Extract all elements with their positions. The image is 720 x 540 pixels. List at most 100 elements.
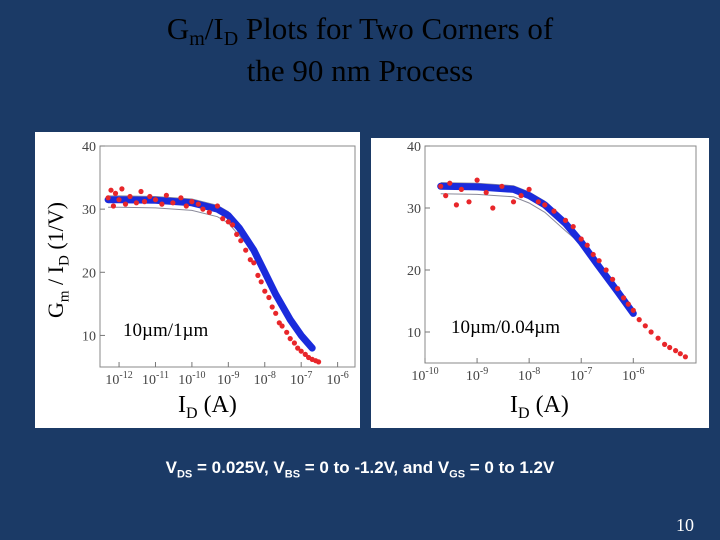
- condition-text: = 0 to 1.2V: [465, 458, 555, 477]
- y-axis-label: Gm / ID (1/V): [43, 202, 73, 318]
- y-tick-label: 10: [407, 326, 421, 341]
- measured-point: [195, 201, 201, 207]
- measured-point: [152, 197, 159, 203]
- x-axis-label-left: ID (A): [178, 392, 237, 423]
- x-tick-base: 10: [105, 373, 119, 388]
- x-tick-exponent: -7: [304, 370, 312, 381]
- ylabel-text: (1/V): [43, 201, 68, 256]
- measured-point: [298, 348, 304, 354]
- x-tick-exponent: -12: [119, 370, 132, 381]
- xlabel-subscript: D: [518, 404, 530, 422]
- measured-point: [178, 195, 184, 201]
- measured-point: [284, 329, 290, 335]
- y-tick-label: 40: [82, 140, 96, 155]
- x-tick-exponent: -7: [584, 366, 592, 377]
- condition-text: V: [165, 458, 177, 477]
- y-tick-label: 30: [407, 202, 421, 217]
- measured-point: [648, 329, 654, 335]
- plot-frame: [99, 145, 356, 368]
- measured-point: [258, 279, 264, 285]
- measured-point: [677, 351, 683, 357]
- x-tick-exponent: -10: [192, 370, 205, 381]
- measured-point: [116, 197, 122, 203]
- measured-point: [287, 336, 293, 342]
- measured-point: [518, 193, 524, 199]
- measured-point: [596, 258, 602, 264]
- x-tick-exponent: -6: [340, 370, 348, 381]
- x-tick-base: 10: [411, 369, 425, 384]
- y-tick-label: 30: [82, 203, 96, 218]
- measured-point: [682, 354, 688, 360]
- measured-point: [673, 348, 679, 354]
- measured-point: [189, 199, 195, 205]
- measured-point: [105, 195, 111, 201]
- measured-point: [636, 317, 642, 323]
- condition-text: = 0 to -1.2V, and V: [300, 458, 450, 477]
- measured-point: [590, 251, 596, 258]
- measured-point: [110, 203, 116, 209]
- x-tick-base: 10: [142, 373, 156, 388]
- x-tick-exponent: -9: [480, 366, 488, 377]
- device-size-annotation: 10µm/1µm: [123, 320, 208, 341]
- x-tick-label: 10-11: [142, 370, 169, 388]
- measured-point: [273, 310, 279, 316]
- condition-subscript: BS: [284, 468, 301, 481]
- title-line-2: the 90 nm Process: [246, 53, 474, 88]
- measured-point: [266, 294, 272, 301]
- measured-point: [295, 345, 301, 351]
- measured-point: [630, 307, 636, 313]
- measured-point: [642, 323, 648, 329]
- x-tick-label: 10-9: [217, 370, 239, 388]
- x-tick-label: 10-10: [178, 370, 205, 388]
- measured-point: [269, 304, 275, 310]
- title-line-1: Gm/ID Plots for Two Corners of: [0, 8, 720, 50]
- x-tick-label: 10-12: [105, 370, 132, 388]
- condition-subscript: GS: [449, 468, 466, 481]
- ylabel-text: G: [43, 302, 68, 318]
- measured-point: [127, 193, 133, 200]
- x-tick-label: 10-6: [326, 370, 348, 388]
- measured-point: [466, 199, 472, 205]
- measured-point: [163, 192, 169, 198]
- measured-point: [214, 203, 220, 209]
- bias-condition-text: VDS = 0.025V, VBS = 0 to -1.2V, and VGS …: [0, 458, 720, 480]
- x-tick-base: 10: [217, 373, 231, 388]
- title-text: /I: [204, 11, 224, 46]
- measured-point: [570, 224, 576, 230]
- measured-point: [206, 209, 212, 215]
- measured-point: [542, 202, 548, 208]
- xlabel-text: (A): [197, 392, 237, 418]
- measured-point: [584, 242, 590, 248]
- measured-point: [510, 199, 517, 205]
- measured-point: [225, 219, 231, 225]
- x-tick-label: 10-8: [254, 370, 276, 388]
- measured-point: [141, 199, 148, 205]
- xlabel-subscript: D: [186, 404, 198, 422]
- measured-point: [247, 257, 253, 263]
- measured-point: [490, 205, 496, 211]
- measured-point: [200, 206, 206, 212]
- x-tick-label: 10-9: [466, 366, 488, 384]
- x-axis-label-right: ID (A): [510, 392, 569, 423]
- measured-point: [615, 286, 621, 292]
- xlabel-text: I: [510, 392, 518, 418]
- measured-point: [238, 238, 244, 244]
- x-tick-base: 10: [518, 369, 532, 384]
- measured-point: [291, 340, 297, 346]
- x-tick-exponent: -10: [425, 366, 438, 377]
- measured-point: [578, 236, 584, 242]
- x-tick-exponent: -9: [231, 370, 239, 381]
- x-tick-base: 10: [254, 373, 268, 388]
- x-tick-label: 10-10: [411, 366, 438, 384]
- x-tick-base: 10: [326, 373, 340, 388]
- y-tick-label: 20: [82, 266, 96, 281]
- measured-point: [147, 193, 153, 200]
- measured-point: [453, 202, 459, 208]
- ylabel-text: / I: [43, 265, 68, 291]
- y-tick-label: 20: [407, 264, 421, 279]
- measured-point: [133, 200, 139, 206]
- measured-point: [243, 247, 249, 253]
- measured-point: [170, 200, 176, 206]
- measured-point: [447, 180, 453, 186]
- ylabel-subscript: m: [56, 290, 73, 303]
